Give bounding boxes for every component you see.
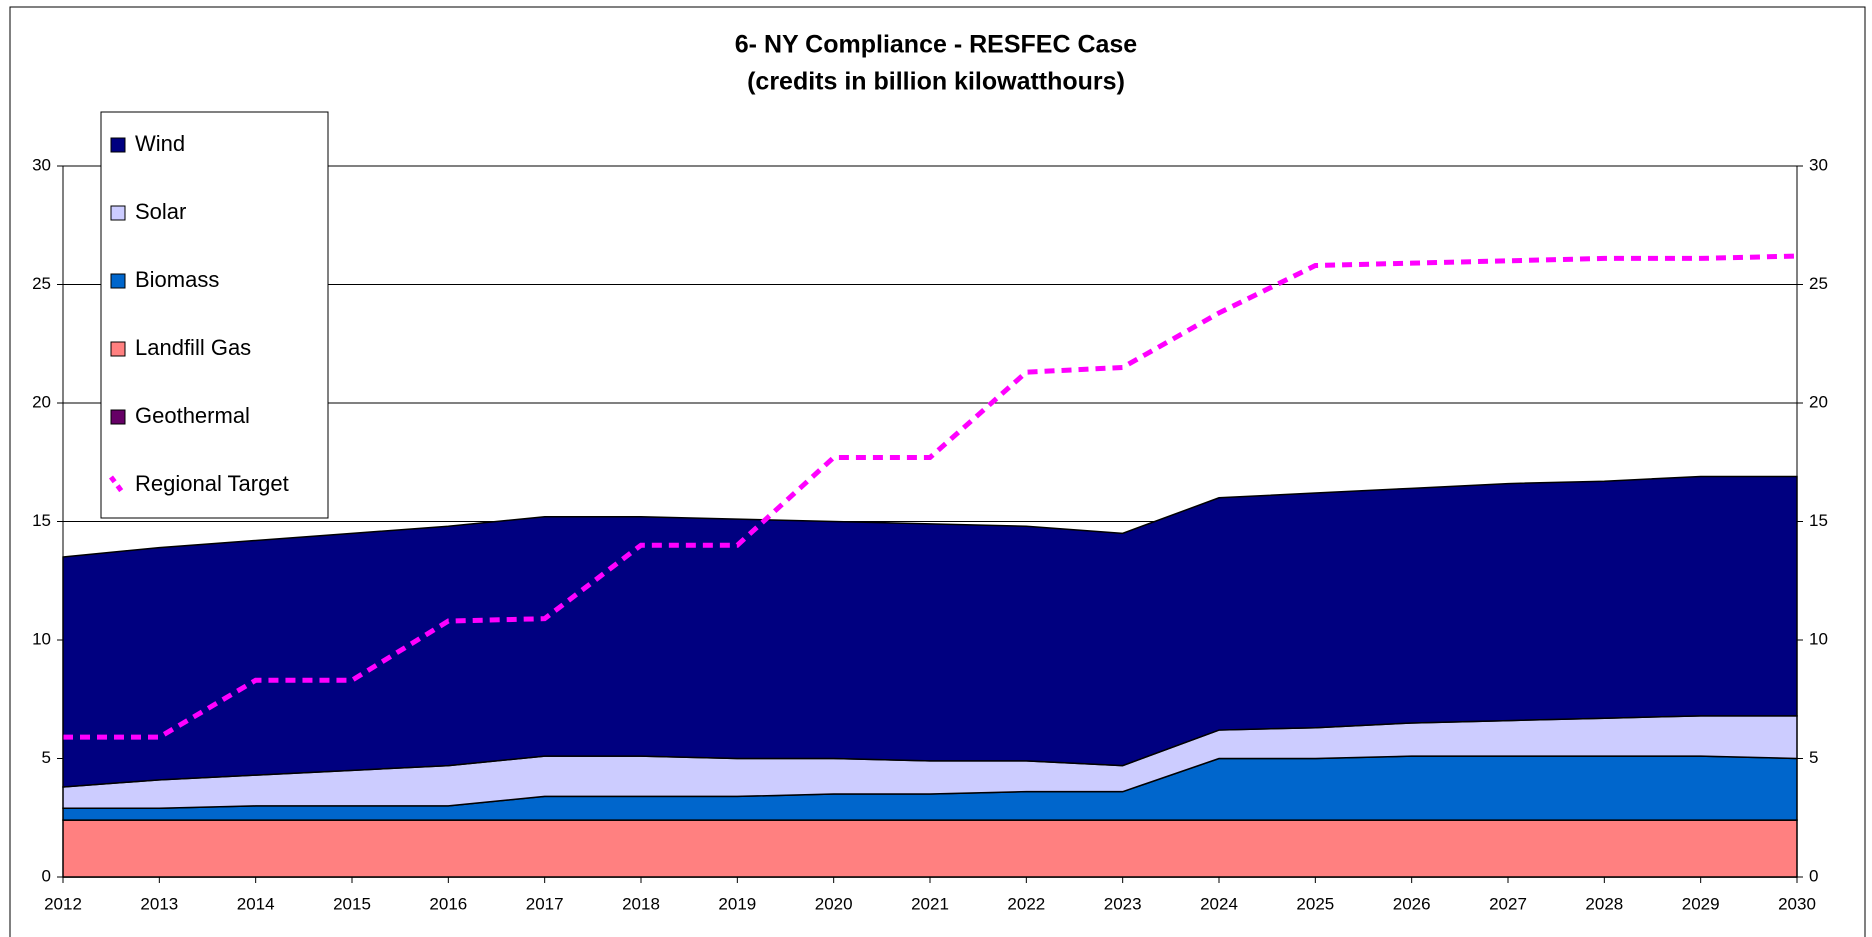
x-tick-label: 2023: [1104, 894, 1142, 913]
y2-tick-label: 5: [1809, 748, 1818, 767]
y-tick-label: 15: [32, 511, 51, 530]
x-tick-label: 2025: [1296, 894, 1334, 913]
x-tick-label: 2030: [1778, 894, 1816, 913]
x-tick-label: 2016: [429, 894, 467, 913]
x-tick-label: 2019: [718, 894, 756, 913]
legend-label: Regional Target: [135, 471, 289, 496]
y-tick-label: 0: [42, 866, 51, 885]
legend-label: Wind: [135, 131, 185, 156]
plot-area: [62, 165, 1798, 878]
x-tick-label: 2024: [1200, 894, 1238, 913]
x-tick-label: 2027: [1489, 894, 1527, 913]
legend-swatch: [110, 273, 126, 289]
x-tick-label: 2020: [815, 894, 853, 913]
x-tick-label: 2028: [1585, 894, 1623, 913]
x-tick-label: 2012: [44, 894, 82, 913]
y-tick-label: 20: [32, 392, 51, 411]
legend-label: Biomass: [135, 267, 219, 292]
legend-swatch: [110, 341, 126, 357]
x-tick-label: 2014: [237, 894, 275, 913]
legend: Wind Solar Biomass Landfill Gas Geothermal Re…: [100, 111, 329, 519]
y2-tick-label: 0: [1809, 866, 1818, 885]
target-line: [63, 253, 1798, 740]
y-tick-label: 5: [42, 748, 51, 767]
legend-label: Geothermal: [135, 403, 250, 428]
legend-box: [100, 111, 329, 519]
y-tick-label: 10: [32, 629, 51, 648]
legend-swatch: [110, 409, 126, 425]
chart-title: 6- NY Compliance - RESFEC Case: [735, 31, 1138, 59]
legend-swatch: [109, 475, 125, 495]
legend-label: Landfill Gas: [135, 335, 251, 360]
y-tick-label: 25: [32, 274, 51, 293]
y-tick-label: 30: [32, 155, 51, 174]
legend-swatch: [110, 137, 126, 153]
x-tick-label: 2018: [622, 894, 660, 913]
x-tick-label: 2026: [1393, 894, 1431, 913]
x-tick-label: 2017: [526, 894, 564, 913]
y2-tick-label: 15: [1809, 511, 1828, 530]
y2-tick-label: 20: [1809, 392, 1828, 411]
chart-subtitle: (credits in billion kilowatthours): [747, 68, 1125, 96]
x-tick-label: 2029: [1682, 894, 1720, 913]
y2-tick-label: 25: [1809, 274, 1828, 293]
legend-label: Solar: [135, 199, 186, 224]
y2-tick-label: 30: [1809, 155, 1828, 174]
x-tick-label: 2013: [140, 894, 178, 913]
area: [62, 819, 1798, 878]
x-tick-label: 2021: [911, 894, 949, 913]
legend-swatch: [110, 205, 126, 221]
x-tick-label: 2015: [333, 894, 371, 913]
x-tick-label: 2022: [1007, 894, 1045, 913]
y2-tick-label: 10: [1809, 629, 1828, 648]
